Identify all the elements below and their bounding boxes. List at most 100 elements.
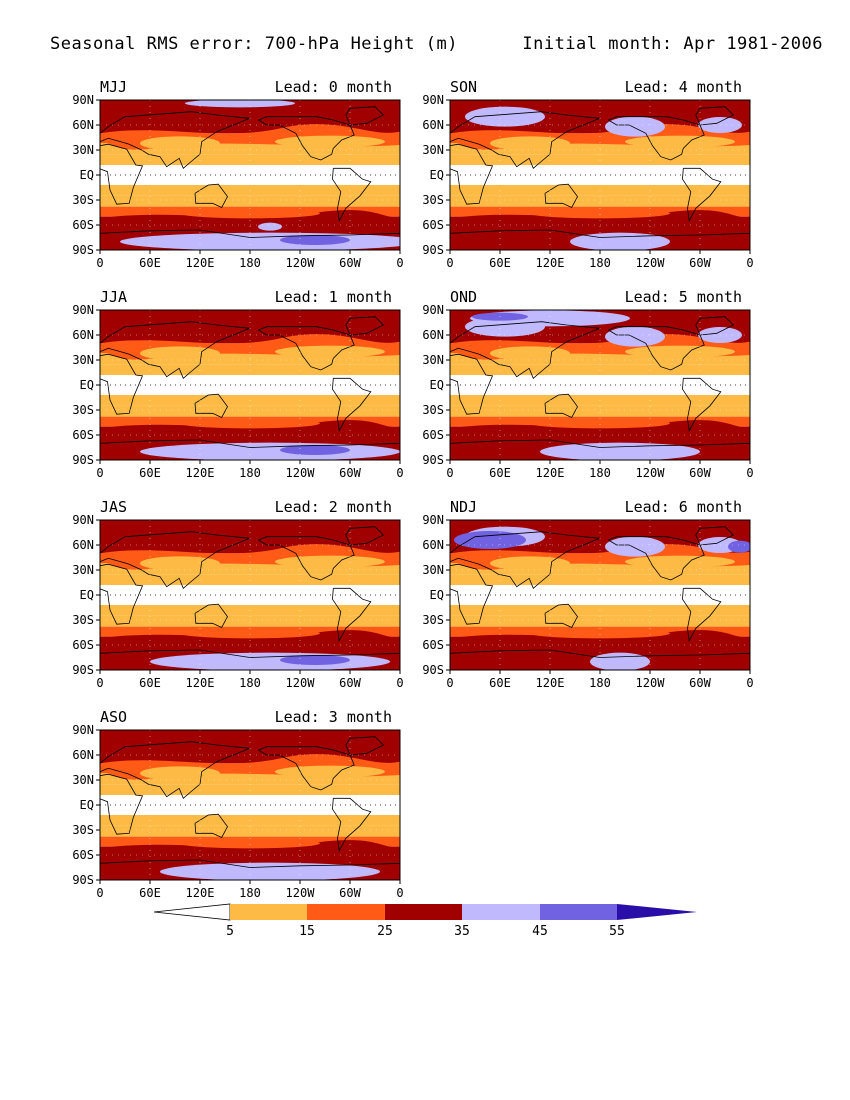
lon-tick-label: 120W xyxy=(286,676,316,690)
lon-tick-label: 60W xyxy=(689,466,711,480)
lon-tick-label: 60E xyxy=(489,466,511,480)
panel-lead-label: Lead: 6 month xyxy=(625,498,742,516)
panel-lead-label: Lead: 1 month xyxy=(275,288,392,306)
lat-tick-label: 60S xyxy=(72,848,94,862)
lat-tick-label: 30S xyxy=(72,823,94,837)
lon-tick-label: 120W xyxy=(636,676,666,690)
lat-tick-label: 90N xyxy=(422,303,444,317)
lon-tick-label: 60E xyxy=(489,256,511,270)
lon-tick-label: 120E xyxy=(186,676,215,690)
lon-tick-label: 60W xyxy=(339,886,361,900)
lon-tick-label: 0 xyxy=(96,676,103,690)
lat-tick-label: 90S xyxy=(422,243,444,257)
lon-tick-label: 120W xyxy=(286,886,316,900)
lat-tick-label: EQ xyxy=(80,588,94,602)
coastlines xyxy=(100,526,400,658)
lon-tick-label: 60W xyxy=(689,256,711,270)
lat-tick-label: 90S xyxy=(72,873,94,887)
lon-tick-label: 120W xyxy=(636,256,666,270)
lat-tick-label: 30N xyxy=(422,353,444,367)
lon-tick-label: 120W xyxy=(636,466,666,480)
panel-season-label: JJA xyxy=(100,288,127,306)
lon-tick-label: 180 xyxy=(589,256,611,270)
colorbar-tick-label: 55 xyxy=(609,924,625,939)
lon-tick-label: 60E xyxy=(139,886,161,900)
lat-tick-label: 30S xyxy=(422,613,444,627)
lon-tick-label: 180 xyxy=(589,466,611,480)
panel-season-label: MJJ xyxy=(100,78,127,96)
panel-season-label: SON xyxy=(450,78,477,96)
lon-tick-label: 0 xyxy=(96,886,103,900)
colorbar-segment xyxy=(462,904,540,920)
lat-tick-label: 60N xyxy=(422,538,444,552)
lon-tick-label: 0 xyxy=(396,886,403,900)
lat-tick-label: 90N xyxy=(72,93,94,107)
lon-tick-label: 60E xyxy=(139,676,161,690)
lat-tick-label: 30S xyxy=(72,613,94,627)
lat-tick-label: 60S xyxy=(422,638,444,652)
lat-tick-label: 90N xyxy=(72,303,94,317)
colorbar-segment xyxy=(230,904,307,920)
lat-tick-label: EQ xyxy=(80,378,94,392)
colorbar-segment xyxy=(385,904,462,920)
lat-tick-label: EQ xyxy=(80,168,94,182)
lon-tick-label: 180 xyxy=(239,886,261,900)
panel-season-label: NDJ xyxy=(450,498,477,516)
lat-tick-label: EQ xyxy=(80,798,94,812)
title-variable: Seasonal RMS error: 700-hPa Height (m) xyxy=(50,34,458,54)
lat-tick-label: 30S xyxy=(72,403,94,417)
page-title: Seasonal RMS error: 700-hPa Height (m) I… xyxy=(50,34,823,54)
lat-tick-label: 90S xyxy=(72,243,94,257)
panel-lead-label: Lead: 2 month xyxy=(275,498,392,516)
panel-season-label: OND xyxy=(450,288,477,306)
colorbar-tick-label: 45 xyxy=(532,924,548,939)
colorbar-tick-label: 35 xyxy=(454,924,470,939)
lat-tick-label: 90S xyxy=(72,663,94,677)
lat-tick-label: 30N xyxy=(422,563,444,577)
lat-tick-label: 60S xyxy=(422,428,444,442)
colorbar-tick-label: 5 xyxy=(226,924,234,939)
lon-tick-label: 180 xyxy=(239,676,261,690)
lon-tick-label: 60E xyxy=(139,466,161,480)
lon-tick-label: 180 xyxy=(589,676,611,690)
panel-lead-label: Lead: 3 month xyxy=(275,708,392,726)
lon-tick-label: 0 xyxy=(396,256,403,270)
lat-tick-label: EQ xyxy=(430,588,444,602)
lat-tick-label: 30N xyxy=(72,563,94,577)
lon-tick-label: 120E xyxy=(186,256,215,270)
lat-tick-label: EQ xyxy=(430,378,444,392)
lat-tick-label: 60N xyxy=(72,748,94,762)
lat-tick-label: 90S xyxy=(422,453,444,467)
lon-tick-label: 0 xyxy=(746,256,753,270)
lat-tick-label: 60S xyxy=(72,638,94,652)
lat-tick-label: 60N xyxy=(72,328,94,342)
lat-tick-label: 90N xyxy=(72,513,94,527)
lat-tick-label: EQ xyxy=(430,168,444,182)
coastlines xyxy=(100,736,400,868)
lon-tick-label: 180 xyxy=(239,466,261,480)
lat-tick-label: 60N xyxy=(72,118,94,132)
lon-tick-label: 60E xyxy=(139,256,161,270)
lon-tick-label: 0 xyxy=(746,676,753,690)
title-initial-month: Initial month: Apr 1981-2006 xyxy=(522,34,823,54)
lat-tick-label: 60N xyxy=(72,538,94,552)
lon-tick-label: 0 xyxy=(96,466,103,480)
panel-lead-label: Lead: 5 month xyxy=(625,288,742,306)
lat-tick-label: 30S xyxy=(72,193,94,207)
lat-tick-label: 90N xyxy=(72,723,94,737)
lat-tick-label: 30N xyxy=(72,773,94,787)
lat-tick-label: 90N xyxy=(422,513,444,527)
lon-tick-label: 120E xyxy=(536,676,565,690)
lon-tick-label: 120E xyxy=(186,466,215,480)
lon-tick-label: 0 xyxy=(446,256,453,270)
lon-tick-label: 120E xyxy=(536,256,565,270)
lon-tick-label: 120W xyxy=(286,256,316,270)
colorbar-segment xyxy=(540,904,617,920)
lat-tick-label: 30S xyxy=(422,403,444,417)
lon-tick-label: 0 xyxy=(446,676,453,690)
lat-tick-label: 60N xyxy=(422,328,444,342)
